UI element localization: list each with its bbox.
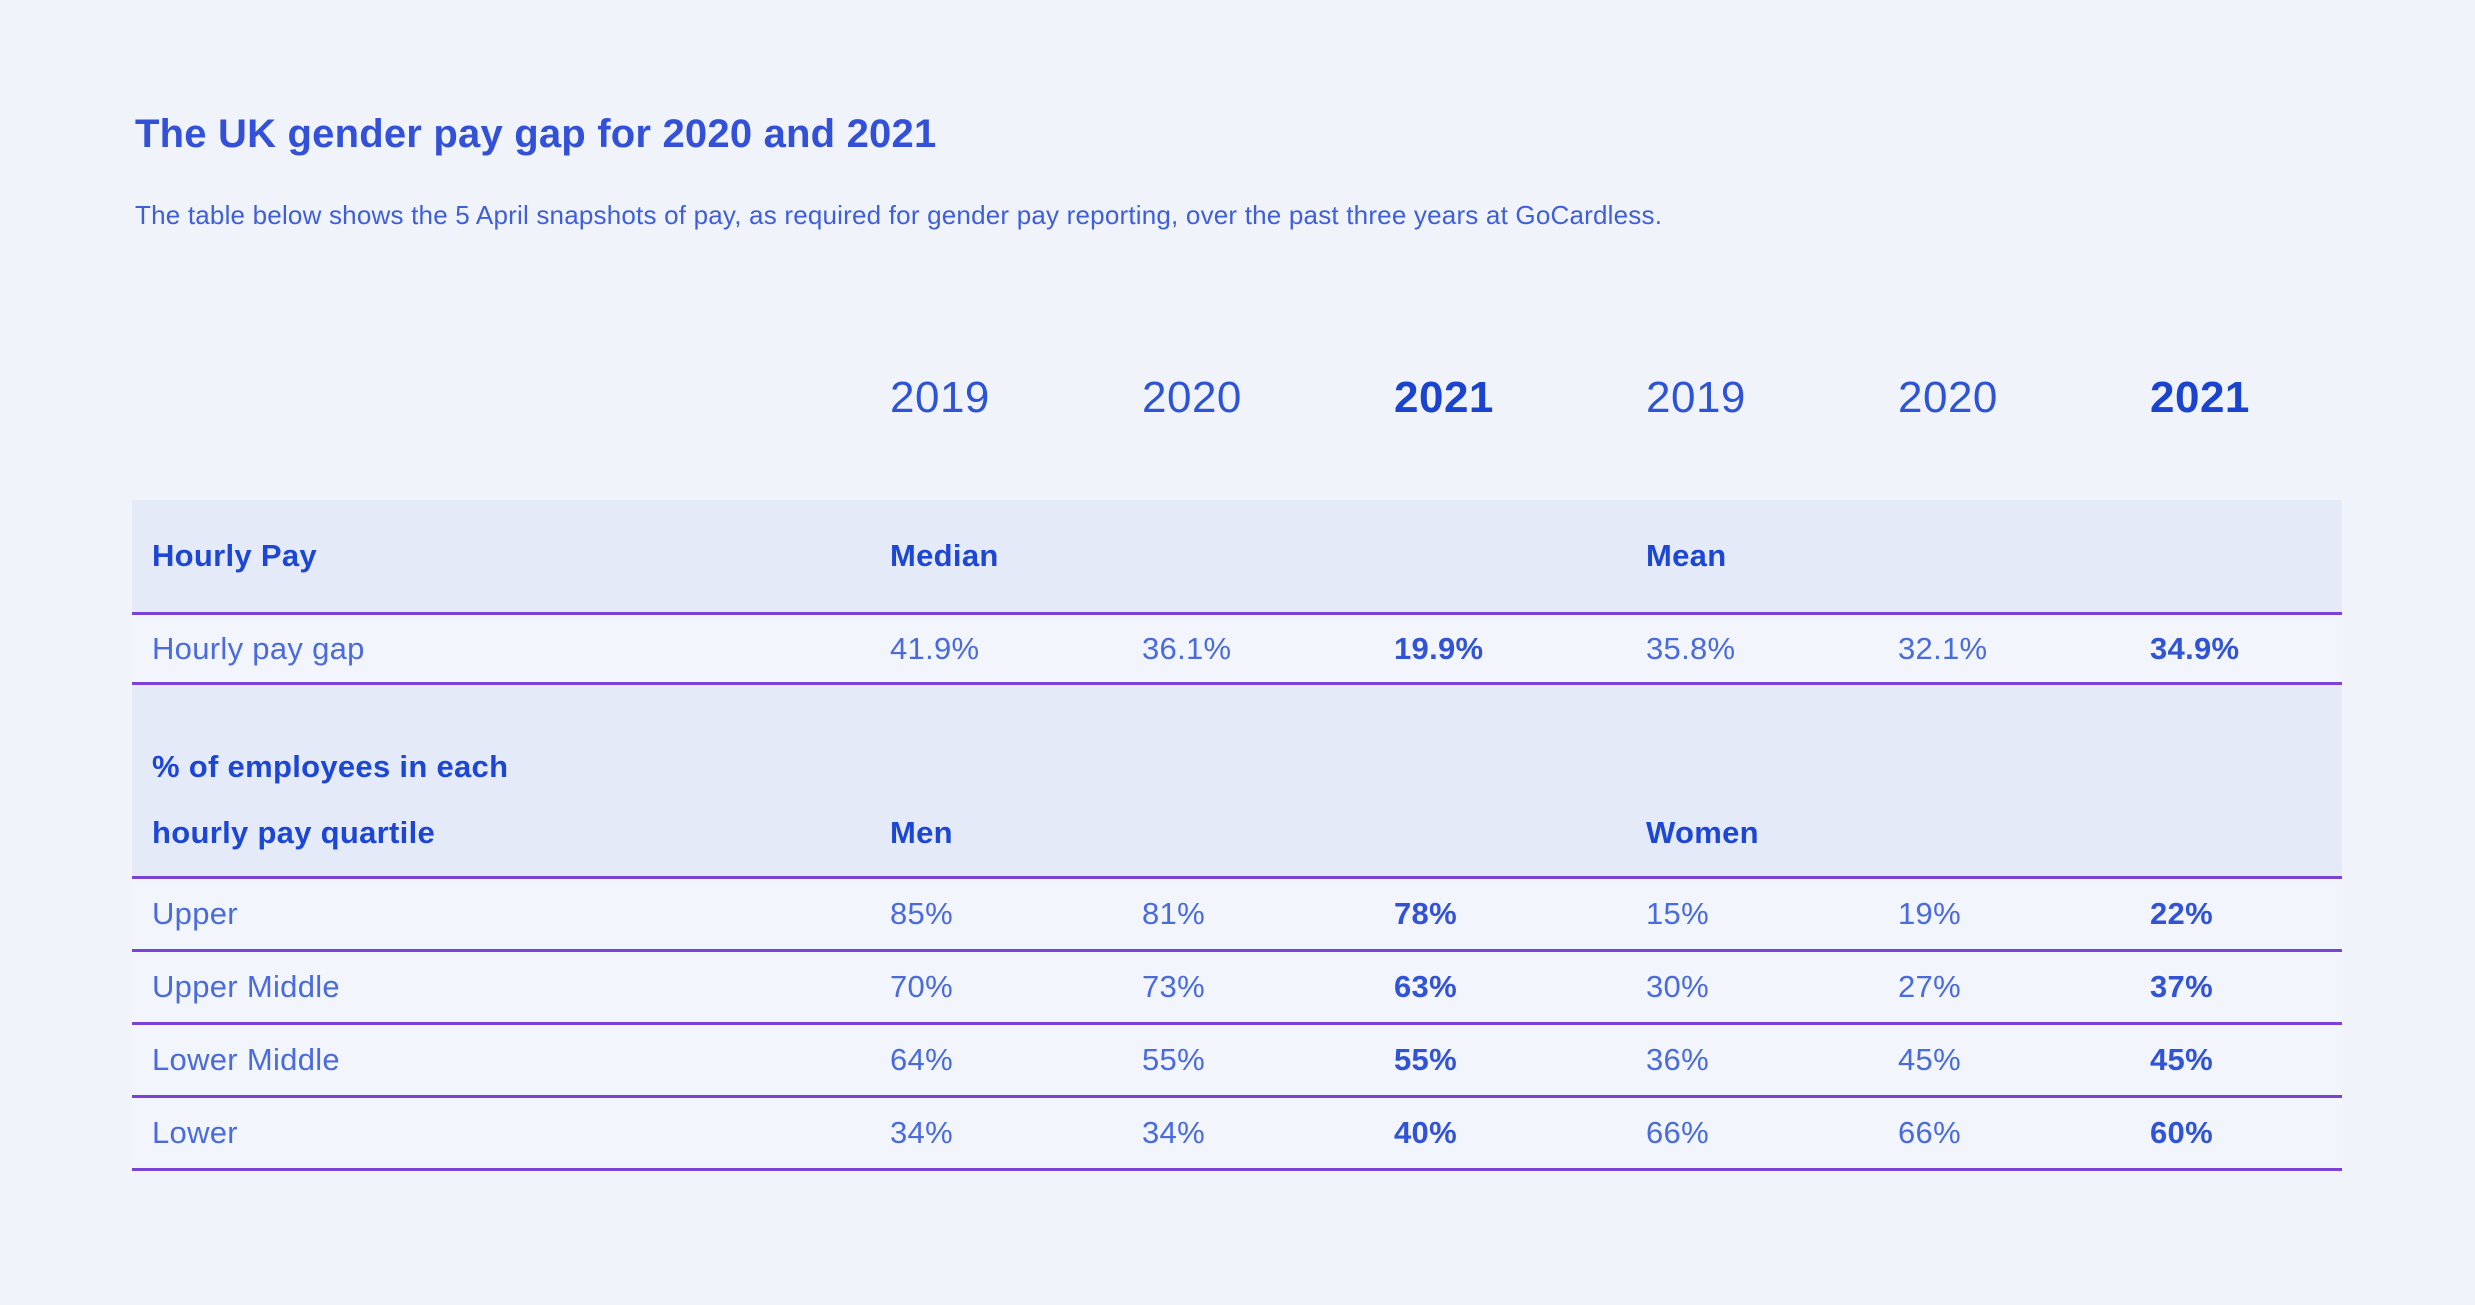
group-label-men: Men xyxy=(890,815,953,850)
page-title: The UK gender pay gap for 2020 and 2021 xyxy=(135,112,937,156)
row-label: Upper Middle xyxy=(152,969,340,1004)
value-men-2019: 64% xyxy=(890,1042,953,1077)
group-label-mean: Mean xyxy=(1646,538,1727,573)
row-label: Hourly pay gap xyxy=(152,630,365,666)
value-median-2020: 36.1% xyxy=(1142,630,1232,666)
value-women-2021: 37% xyxy=(2150,969,2213,1004)
value-women-2020: 66% xyxy=(1898,1115,1961,1150)
year-col-2021-a: 2021 xyxy=(1394,373,1494,422)
section-label-hourly-pay: Hourly Pay xyxy=(152,538,317,573)
value-men-2021: 40% xyxy=(1394,1115,1457,1150)
value-men-2020: 73% xyxy=(1142,969,1205,1004)
value-men-2020: 55% xyxy=(1142,1042,1205,1077)
value-women-2021: 60% xyxy=(2150,1115,2213,1150)
value-men-2019: 70% xyxy=(890,969,953,1004)
value-women-2020: 45% xyxy=(1898,1042,1961,1077)
value-mean-2020: 32.1% xyxy=(1898,630,1988,666)
value-median-2019: 41.9% xyxy=(890,630,980,666)
row-label: Lower xyxy=(152,1115,238,1150)
group-label-women: Women xyxy=(1646,815,1759,850)
value-mean-2019: 35.8% xyxy=(1646,630,1736,666)
section-label-line1: % of employees in each xyxy=(152,749,509,784)
table-row-upper: Upper 85% 81% 78% 15% 19% 22% xyxy=(132,879,2342,952)
section-label-line2: hourly pay quartile xyxy=(152,815,436,850)
value-women-2021: 22% xyxy=(2150,896,2213,931)
value-women-2019: 66% xyxy=(1646,1115,1709,1150)
year-col-2021-b: 2021 xyxy=(2150,373,2250,422)
section-label-quartiles: % of employees in each hourly pay quarti… xyxy=(132,734,890,866)
year-col-2020-b: 2020 xyxy=(1898,373,1998,422)
value-men-2020: 81% xyxy=(1142,896,1205,931)
value-men-2019: 34% xyxy=(890,1115,953,1150)
year-col-2020-a: 2020 xyxy=(1142,373,1242,422)
page-subtitle: The table below shows the 5 April snapsh… xyxy=(135,200,1663,230)
group-label-median: Median xyxy=(890,538,999,573)
row-label: Upper xyxy=(152,896,238,931)
value-men-2021: 78% xyxy=(1394,896,1457,931)
value-women-2019: 15% xyxy=(1646,896,1709,931)
table-row-lower: Lower 34% 34% 40% 66% 66% 60% xyxy=(132,1098,2342,1171)
year-header-row: 2019 2020 2021 2019 2020 2021 xyxy=(132,372,2342,424)
year-col-2019-a: 2019 xyxy=(890,373,990,422)
value-women-2020: 19% xyxy=(1898,896,1961,931)
section-header-quartiles: % of employees in each hourly pay quarti… xyxy=(132,685,2342,879)
row-label: Lower Middle xyxy=(152,1042,340,1077)
value-men-2019: 85% xyxy=(890,896,953,931)
value-men-2021: 63% xyxy=(1394,969,1457,1004)
value-median-2021: 19.9% xyxy=(1394,630,1484,666)
pay-gap-table: Hourly Pay Median Mean Hourly pay gap 41… xyxy=(132,500,2342,1171)
table-row-upper-middle: Upper Middle 70% 73% 63% 30% 27% 37% xyxy=(132,952,2342,1025)
value-women-2020: 27% xyxy=(1898,969,1961,1004)
value-men-2021: 55% xyxy=(1394,1042,1457,1077)
value-women-2019: 30% xyxy=(1646,969,1709,1004)
section-header-hourly-pay: Hourly Pay Median Mean xyxy=(132,500,2342,615)
value-men-2020: 34% xyxy=(1142,1115,1205,1150)
value-mean-2021: 34.9% xyxy=(2150,630,2240,666)
year-col-2019-b: 2019 xyxy=(1646,373,1746,422)
table-row-lower-middle: Lower Middle 64% 55% 55% 36% 45% 45% xyxy=(132,1025,2342,1098)
table-row-hourly-pay-gap: Hourly pay gap 41.9% 36.1% 19.9% 35.8% 3… xyxy=(132,615,2342,685)
value-women-2021: 45% xyxy=(2150,1042,2213,1077)
value-women-2019: 36% xyxy=(1646,1042,1709,1077)
